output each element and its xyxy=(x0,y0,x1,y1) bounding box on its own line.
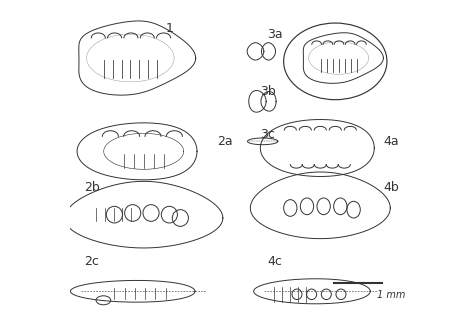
Text: 3a: 3a xyxy=(267,28,283,41)
Text: 4b: 4b xyxy=(383,181,400,195)
Text: 2a: 2a xyxy=(217,135,233,148)
Text: 1: 1 xyxy=(165,22,173,35)
Text: 3b: 3b xyxy=(260,85,276,98)
Text: 4a: 4a xyxy=(383,135,399,148)
Text: 3c: 3c xyxy=(260,128,275,141)
Text: 2c: 2c xyxy=(84,255,99,268)
Text: 4c: 4c xyxy=(267,255,282,268)
Text: 1 mm: 1 mm xyxy=(377,290,405,300)
Text: 2b: 2b xyxy=(84,181,100,195)
